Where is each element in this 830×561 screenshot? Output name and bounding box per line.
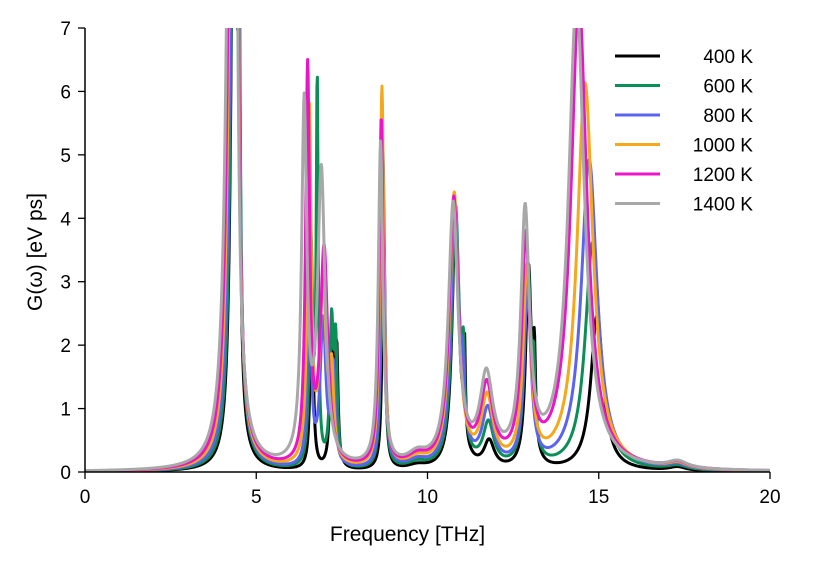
series-line-4 <box>85 28 770 472</box>
series-line-3 <box>85 28 770 472</box>
x-tick-label: 0 <box>80 487 91 508</box>
y-tick-label: 7 <box>60 19 71 40</box>
series-line-5 <box>85 28 770 472</box>
plot-area <box>85 28 770 472</box>
x-tick-label: 20 <box>759 487 780 508</box>
legend-label: 800 K <box>703 106 753 127</box>
y-tick-label: 2 <box>60 336 71 357</box>
y-tick-label: 6 <box>60 82 71 103</box>
series-line-1 <box>85 28 770 472</box>
y-axis-title: G(ω) [eV ps] <box>24 193 47 311</box>
x-tick-label: 15 <box>588 487 609 508</box>
legend-label: 1200 K <box>693 165 754 186</box>
y-tick-label: 0 <box>60 463 71 484</box>
x-tick-label: 5 <box>251 487 262 508</box>
legend: 400 K 600 K 800 K 1000 K 1200 K 1400 K <box>615 47 753 216</box>
y-tick-label: 1 <box>60 400 71 421</box>
series-line-2 <box>85 28 770 472</box>
legend-label: 1400 K <box>693 195 754 216</box>
x-axis-title: Frequency [THz] <box>330 523 485 546</box>
legend-label: 1000 K <box>693 136 754 157</box>
y-tick-label: 4 <box>60 209 71 230</box>
x-tick-label: 10 <box>417 487 438 508</box>
series-line-0 <box>85 28 770 472</box>
y-tick-label: 3 <box>60 273 71 294</box>
legend-label: 600 K <box>703 77 753 98</box>
y-tick-label: 5 <box>60 146 71 167</box>
legend-label: 400 K <box>703 47 753 68</box>
